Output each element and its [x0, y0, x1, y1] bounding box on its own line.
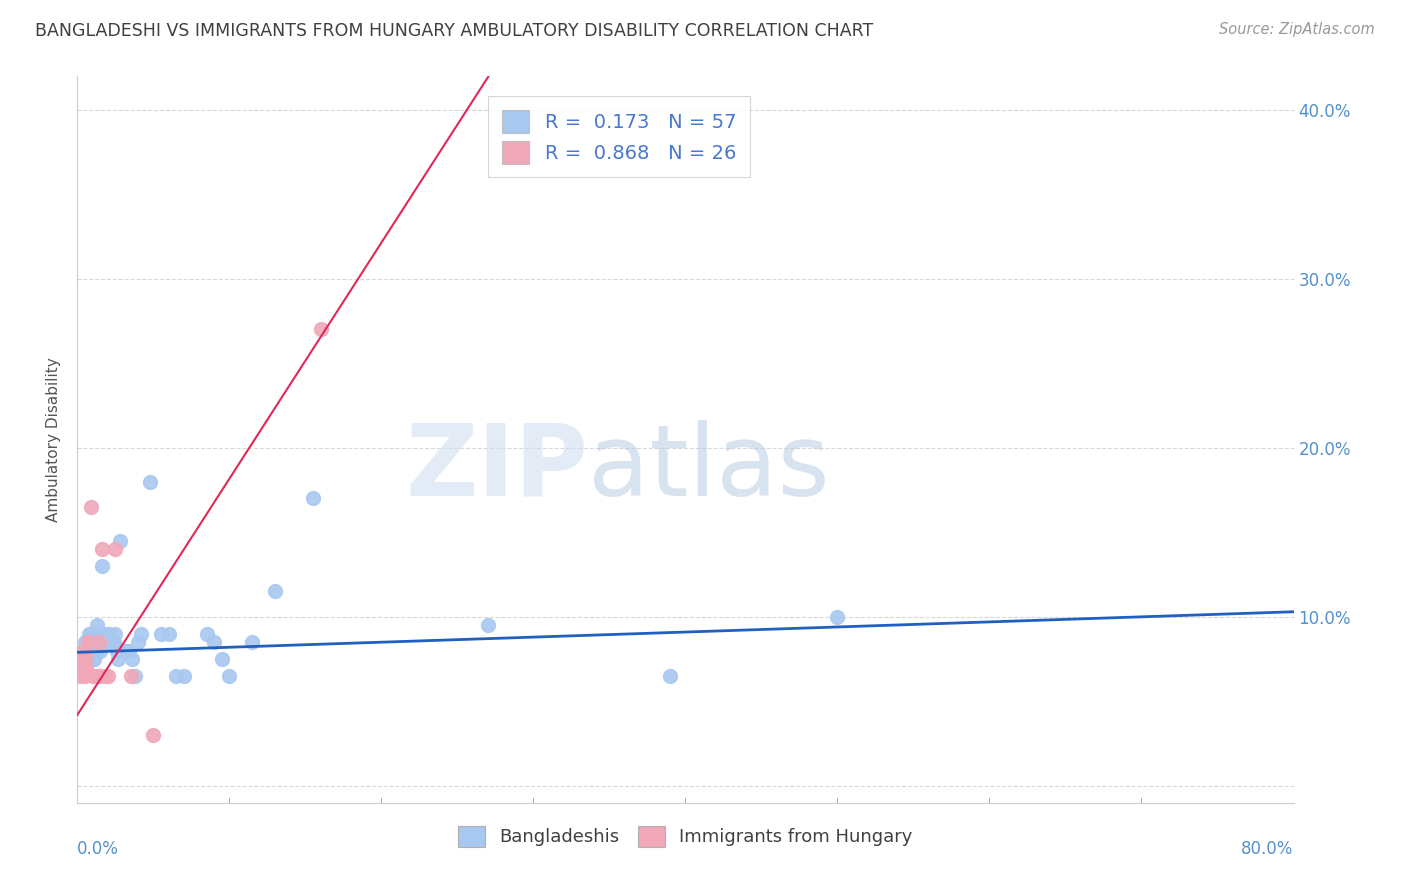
Point [83, 635, 105, 649]
Point [127, 635, 149, 649]
Point [70, 660, 93, 674]
Point [165, 669, 187, 683]
Point [70, 652, 93, 666]
Point [157, 626, 180, 640]
Point [83, 669, 105, 683]
Point [73, 643, 96, 657]
Text: 0.0%: 0.0% [77, 840, 120, 858]
Point [80, 626, 103, 640]
Point [77, 643, 100, 657]
Point [101, 635, 124, 649]
Point [97, 669, 120, 683]
Point [218, 669, 240, 683]
Point [309, 322, 332, 336]
Point [173, 669, 195, 683]
Point [72, 660, 94, 674]
Point [77, 635, 100, 649]
Point [87, 635, 110, 649]
Text: Source: ZipAtlas.com: Source: ZipAtlas.com [1219, 22, 1375, 37]
Point [108, 533, 131, 548]
Point [82, 669, 104, 683]
Point [105, 643, 128, 657]
Point [93, 669, 115, 683]
Text: atlas: atlas [588, 420, 830, 516]
Point [73, 660, 96, 674]
Point [77, 635, 100, 649]
Legend: Bangladeshis, Immigrants from Hungary: Bangladeshis, Immigrants from Hungary [449, 817, 922, 855]
Text: ZIP: ZIP [405, 420, 588, 516]
Point [264, 584, 287, 599]
Point [124, 669, 146, 683]
Point [97, 635, 120, 649]
Point [121, 652, 143, 666]
Point [79, 635, 101, 649]
Point [111, 643, 134, 657]
Point [827, 610, 849, 624]
Point [91, 635, 114, 649]
Point [240, 635, 263, 649]
Point [80, 500, 103, 514]
Y-axis label: Ambulatory Disability: Ambulatory Disability [46, 357, 62, 522]
Point [118, 643, 141, 657]
Point [90, 559, 112, 574]
Point [477, 618, 499, 632]
Point [100, 635, 122, 649]
Point [89, 669, 111, 683]
Point [72, 643, 94, 657]
Point [84, 643, 107, 657]
Point [104, 542, 127, 557]
Point [75, 660, 97, 674]
Point [103, 635, 125, 649]
Point [69, 669, 91, 683]
Point [202, 635, 225, 649]
Point [79, 626, 101, 640]
Point [80, 643, 103, 657]
Point [87, 635, 110, 649]
Point [75, 643, 97, 657]
Point [659, 669, 682, 683]
Point [73, 635, 96, 649]
Point [98, 626, 121, 640]
Point [73, 652, 96, 666]
Point [82, 652, 104, 666]
Point [86, 635, 108, 649]
Point [93, 626, 115, 640]
Point [107, 652, 129, 666]
Point [115, 643, 138, 657]
Point [211, 652, 233, 666]
Point [149, 626, 172, 640]
Point [84, 669, 107, 683]
Point [82, 626, 104, 640]
Point [142, 728, 165, 742]
Point [75, 652, 97, 666]
Point [104, 626, 127, 640]
Point [195, 626, 218, 640]
Point [302, 491, 325, 506]
Text: BANGLADESHI VS IMMIGRANTS FROM HUNGARY AMBULATORY DISABILITY CORRELATION CHART: BANGLADESHI VS IMMIGRANTS FROM HUNGARY A… [35, 22, 873, 40]
Point [139, 475, 162, 489]
Point [83, 652, 105, 666]
Text: 80.0%: 80.0% [1241, 840, 1294, 858]
Point [82, 643, 104, 657]
Point [90, 542, 112, 557]
Point [73, 669, 96, 683]
Point [86, 618, 108, 632]
Point [79, 643, 101, 657]
Point [89, 626, 111, 640]
Point [72, 643, 94, 657]
Point [89, 643, 111, 657]
Point [129, 626, 152, 640]
Point [96, 635, 118, 649]
Point [70, 652, 93, 666]
Point [120, 669, 142, 683]
Point [75, 643, 97, 657]
